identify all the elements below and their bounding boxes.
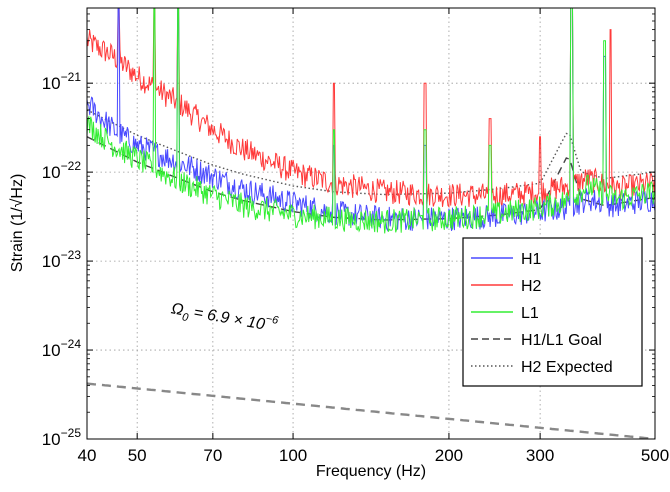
x-tick-label: 50 xyxy=(128,446,147,465)
series-h1-line xyxy=(87,8,655,232)
x-tick-label: 300 xyxy=(526,446,554,465)
legend-label: H1 xyxy=(521,251,542,268)
x-tick-label: 40 xyxy=(78,446,97,465)
legend-label: L1 xyxy=(521,305,539,322)
legend-label: H2 xyxy=(521,278,542,295)
plot-frame xyxy=(86,7,656,440)
x-tick-label: 200 xyxy=(435,446,463,465)
x-tick-label: 500 xyxy=(641,446,669,465)
y-axis-ticks: 10−25 10−24 10−23 10−22 10−21 xyxy=(42,7,655,449)
sensitivity-line xyxy=(87,382,655,439)
x-axis-label: Frequency (Hz) xyxy=(316,463,426,480)
series-layer xyxy=(87,8,655,439)
y-tick-label: 10−25 xyxy=(42,426,82,449)
y-tick-label: 10−24 xyxy=(42,337,82,360)
y-tick-label: 10−22 xyxy=(42,159,82,182)
series-h2-expected-line xyxy=(87,109,655,196)
y-tick-label: 10−23 xyxy=(42,248,82,271)
axes xyxy=(86,7,656,440)
x-axis-ticks: 40 50 70 100 200 300 500 xyxy=(78,8,669,465)
x-tick-label: 70 xyxy=(203,446,222,465)
legend-label: H1/L1 Goal xyxy=(521,332,602,349)
series-l1-line xyxy=(87,8,655,234)
y-axis-label: Strain (1/√Hz) xyxy=(9,174,26,273)
y-tick-label: 10−21 xyxy=(42,70,82,93)
legend: H1 H2 L1 H1/L1 Goal H2 Expected xyxy=(462,237,643,387)
legend-label: H2 Expected xyxy=(521,359,613,376)
series-h2-line xyxy=(87,8,655,208)
x-tick-label: 100 xyxy=(279,446,307,465)
